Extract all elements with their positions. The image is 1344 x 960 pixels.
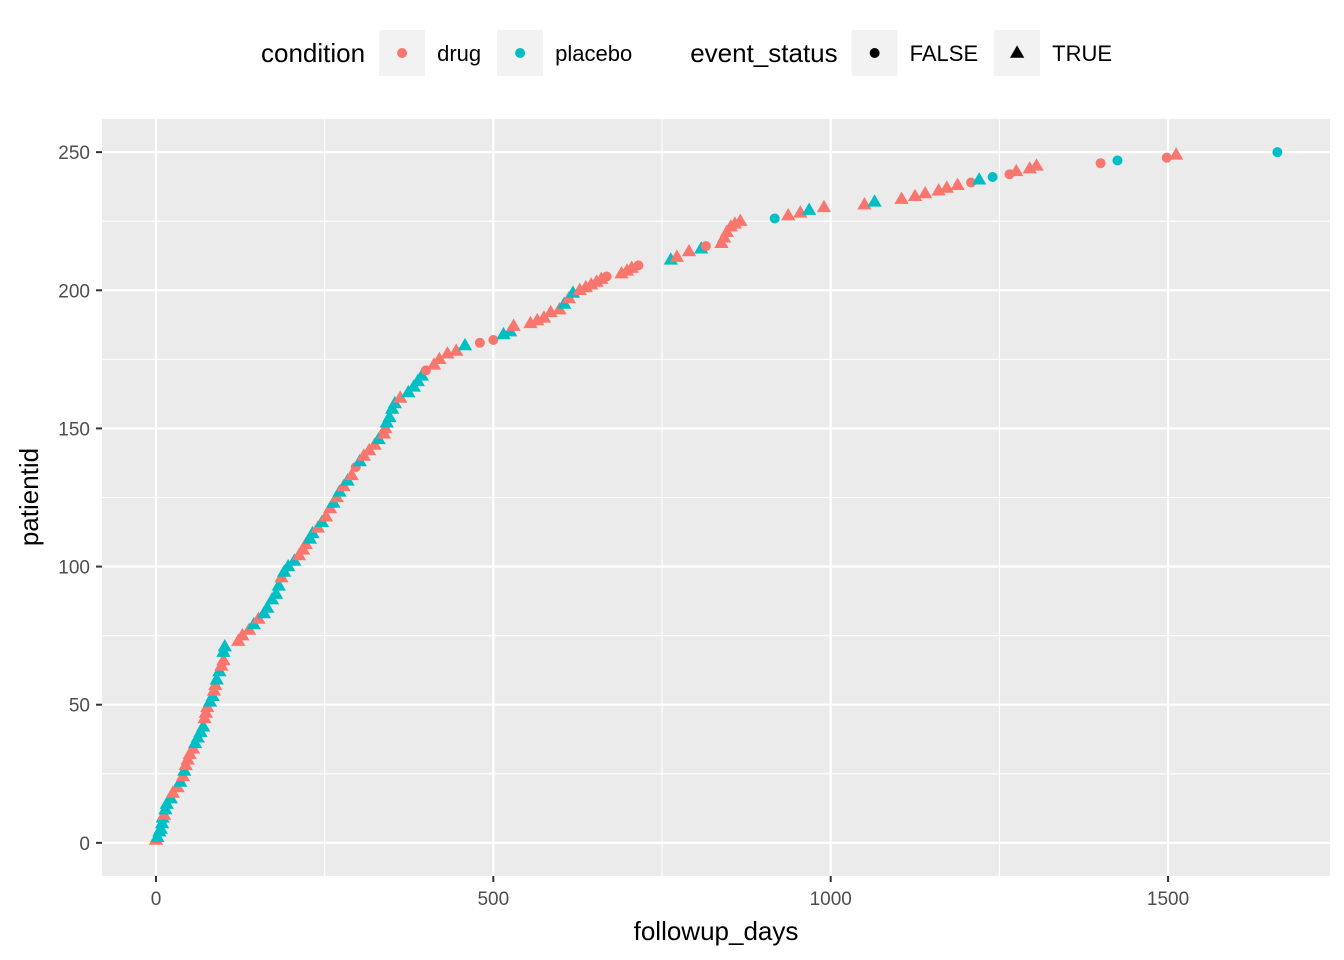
data-point-triangle — [382, 409, 397, 423]
x-tick-label: 0 — [151, 889, 162, 910]
legend-label: FALSE — [910, 41, 978, 66]
data-point-triangle — [196, 719, 211, 732]
data-point-triangle — [449, 343, 464, 356]
legend-title: event_status — [690, 38, 837, 68]
data-point-triangle — [260, 600, 275, 613]
data-point-circle — [1095, 158, 1106, 169]
data-point-triangle — [318, 509, 334, 522]
data-point-triangle — [271, 578, 286, 591]
data-point-circle — [769, 213, 780, 224]
data-point-triangle — [971, 172, 987, 185]
y-tick-label: 150 — [58, 419, 90, 440]
data-point-circle — [488, 335, 499, 346]
x-tick-label: 500 — [477, 889, 509, 910]
data-point-circle — [1272, 147, 1283, 158]
legend-title: condition — [261, 38, 365, 68]
axes: 0 500 1000 1500 0 50 100 150 200 250 — [58, 143, 1189, 910]
data-point-triangle — [781, 208, 796, 221]
data-point-triangle — [1029, 158, 1044, 171]
x-axis-title: followup_days — [634, 916, 799, 946]
legend-key-circle — [397, 48, 408, 58]
data-point-triangle — [939, 180, 954, 193]
data-point-triangle — [217, 639, 232, 652]
legend-label: drug — [437, 41, 481, 66]
data-point-triangle — [1169, 147, 1184, 160]
data-point-circle — [1112, 155, 1123, 166]
data-point-triangle — [216, 652, 231, 666]
data-point-circle — [700, 241, 711, 252]
major-gridlines — [102, 119, 1330, 876]
data-point-triangle — [867, 194, 882, 207]
y-tick-label: 200 — [58, 281, 90, 302]
data-point-triangle — [801, 202, 817, 215]
legend-label: placebo — [555, 41, 632, 66]
y-tick-label: 0 — [79, 834, 90, 855]
data-point-circle — [987, 172, 998, 183]
legend-key-circle — [869, 48, 880, 58]
data-point-triangle — [669, 249, 685, 262]
legend-label: TRUE — [1052, 41, 1112, 66]
data-point-triangle — [733, 213, 748, 226]
legend: condition drug placebo event_status FALSE TRU… — [261, 30, 1112, 76]
data-point-triangle — [209, 672, 224, 685]
data-point-triangle — [457, 337, 473, 351]
y-axis-title: patientid — [14, 448, 44, 546]
data-point-circle — [633, 260, 644, 271]
minor-gridlines — [102, 119, 1330, 876]
data-point-triangle — [344, 467, 359, 481]
data-point-triangle — [950, 177, 965, 190]
data-point-triangle — [918, 185, 933, 199]
data-point-circle — [1161, 152, 1172, 163]
y-tick-label: 100 — [58, 558, 90, 579]
data-point-triangle — [506, 318, 521, 331]
data-point-triangle — [894, 191, 909, 204]
legend-key-circle — [515, 48, 526, 58]
data-point-circle — [474, 337, 485, 348]
x-tick-label: 1000 — [810, 889, 852, 910]
data-point-triangle — [681, 243, 697, 257]
y-tick-label: 250 — [58, 143, 90, 164]
data-point-circle — [966, 177, 977, 188]
legend-key-triangle — [1009, 45, 1025, 58]
data-point-triangle — [1009, 163, 1024, 177]
data-point-triangle — [268, 586, 284, 599]
data-point-triangle — [414, 368, 429, 381]
x-tick-label: 1500 — [1147, 889, 1189, 910]
y-tick-label: 50 — [69, 696, 90, 717]
data-points — [148, 147, 1283, 845]
data-point-triangle — [816, 199, 832, 213]
data-point-circle — [601, 271, 612, 282]
data-point-triangle — [432, 351, 447, 365]
data-point-triangle — [393, 390, 408, 403]
data-point-triangle — [624, 260, 639, 273]
